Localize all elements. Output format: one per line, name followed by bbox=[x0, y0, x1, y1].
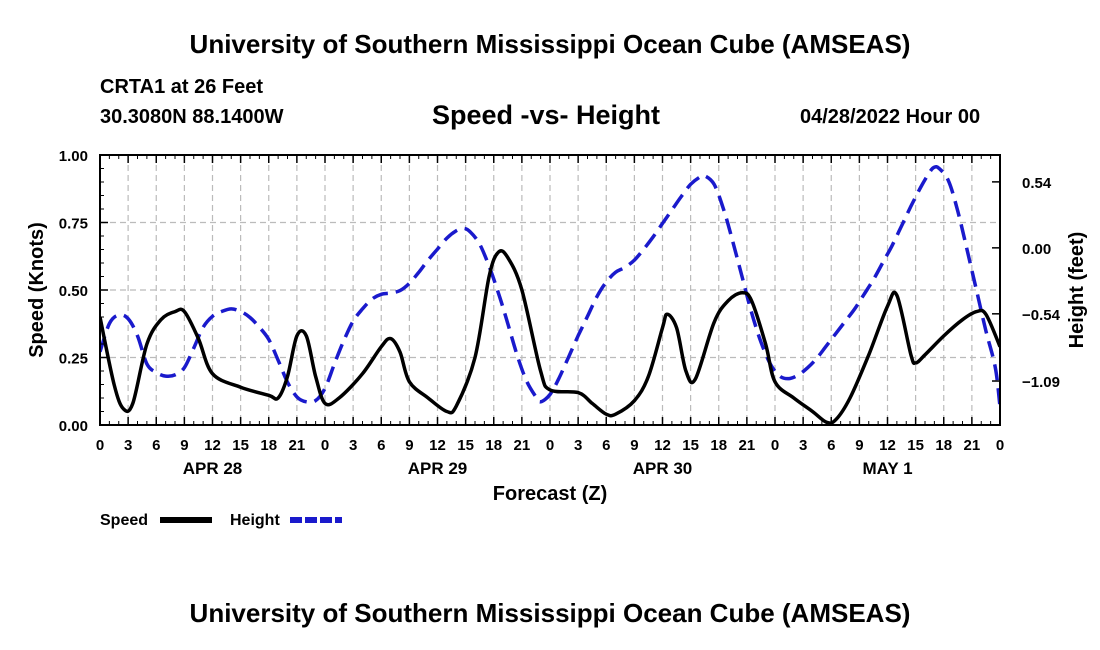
x-tick-label: 6 bbox=[602, 437, 610, 454]
y2-axis-title: Height (feet) bbox=[1066, 232, 1088, 349]
day-label: APR 30 bbox=[633, 459, 693, 478]
chart-title: Speed -vs- Height bbox=[432, 100, 661, 130]
x-tick-label: 3 bbox=[124, 437, 132, 454]
day-label: APR 29 bbox=[408, 459, 468, 478]
x-tick-label: 15 bbox=[907, 437, 924, 454]
x-tick-label: 12 bbox=[429, 437, 446, 454]
day-label: APR 28 bbox=[183, 459, 243, 478]
x-tick-label: 0 bbox=[771, 437, 779, 454]
x-tick-label: 9 bbox=[855, 437, 863, 454]
x-axis-title: Forecast (Z) bbox=[493, 483, 607, 505]
x-tick-label: 12 bbox=[879, 437, 896, 454]
x-tick-label: 12 bbox=[204, 437, 221, 454]
y-tick-label: 0.00 bbox=[59, 418, 88, 435]
legend: Speed Height bbox=[100, 512, 342, 529]
y-tick-label: 0.75 bbox=[59, 216, 88, 233]
y-tick-label: 0.50 bbox=[59, 283, 88, 300]
station-label: CRTA1 at 26 Feet bbox=[100, 76, 264, 98]
x-tick-label: 6 bbox=[377, 437, 385, 454]
y2-tick-label: 0.00 bbox=[1022, 241, 1051, 258]
day-label: MAY 1 bbox=[862, 459, 912, 478]
y-axis-title: Speed (Knots) bbox=[26, 222, 48, 358]
y2-tick-label: −0.54 bbox=[1022, 307, 1061, 324]
x-tick-label: 12 bbox=[654, 437, 671, 454]
x-tick-label: 3 bbox=[349, 437, 357, 454]
series-line-speed bbox=[100, 249, 1000, 425]
x-tick-label: 6 bbox=[827, 437, 835, 454]
footer-title: University of Southern Mississippi Ocean… bbox=[189, 598, 911, 628]
x-tick-label: 15 bbox=[457, 437, 474, 454]
series-layer bbox=[100, 164, 1000, 425]
x-tick-label: 18 bbox=[710, 437, 727, 454]
y2-tick-label: −1.09 bbox=[1022, 374, 1060, 391]
x-tick-label: 21 bbox=[289, 437, 306, 454]
x-tick-label: 0 bbox=[996, 437, 1004, 454]
x-tick-label: 0 bbox=[321, 437, 329, 454]
x-tick-label: 3 bbox=[799, 437, 807, 454]
page-title: University of Southern Mississippi Ocean… bbox=[189, 29, 911, 59]
x-tick-label: 9 bbox=[405, 437, 413, 454]
y-tick-label: 1.00 bbox=[59, 148, 88, 165]
x-tick-label: 3 bbox=[574, 437, 582, 454]
legend-label-height: Height bbox=[230, 512, 280, 529]
y-tick-label: 0.25 bbox=[59, 351, 88, 368]
x-tick-label: 9 bbox=[630, 437, 638, 454]
axis-labels: 0 3 6 9 12 15 18 21 0 3 6 9 12 15 18 21 0 3 6 9 12 15 18 21 0 3 6 9… bbox=[59, 148, 1061, 478]
x-tick-label: 18 bbox=[260, 437, 277, 454]
x-tick-label: 15 bbox=[682, 437, 699, 454]
x-tick-label: 21 bbox=[964, 437, 981, 454]
x-tick-label: 18 bbox=[485, 437, 502, 454]
forecast-run-time: 04/28/2022 Hour 00 bbox=[800, 106, 981, 128]
x-tick-label: 0 bbox=[546, 437, 554, 454]
x-tick-label: 21 bbox=[739, 437, 756, 454]
x-tick-label: 18 bbox=[935, 437, 952, 454]
axis-ticks bbox=[99, 154, 1001, 426]
x-tick-label: 9 bbox=[180, 437, 188, 454]
legend-label-speed: Speed bbox=[100, 512, 148, 529]
series-line-height bbox=[100, 164, 1000, 407]
x-tick-label: 21 bbox=[514, 437, 531, 454]
x-tick-label: 6 bbox=[152, 437, 160, 454]
x-tick-label: 15 bbox=[232, 437, 249, 454]
station-coordinates: 30.3080N 88.1400W bbox=[100, 106, 284, 128]
x-tick-label: 0 bbox=[96, 437, 104, 454]
y2-tick-label: 0.54 bbox=[1022, 175, 1052, 192]
